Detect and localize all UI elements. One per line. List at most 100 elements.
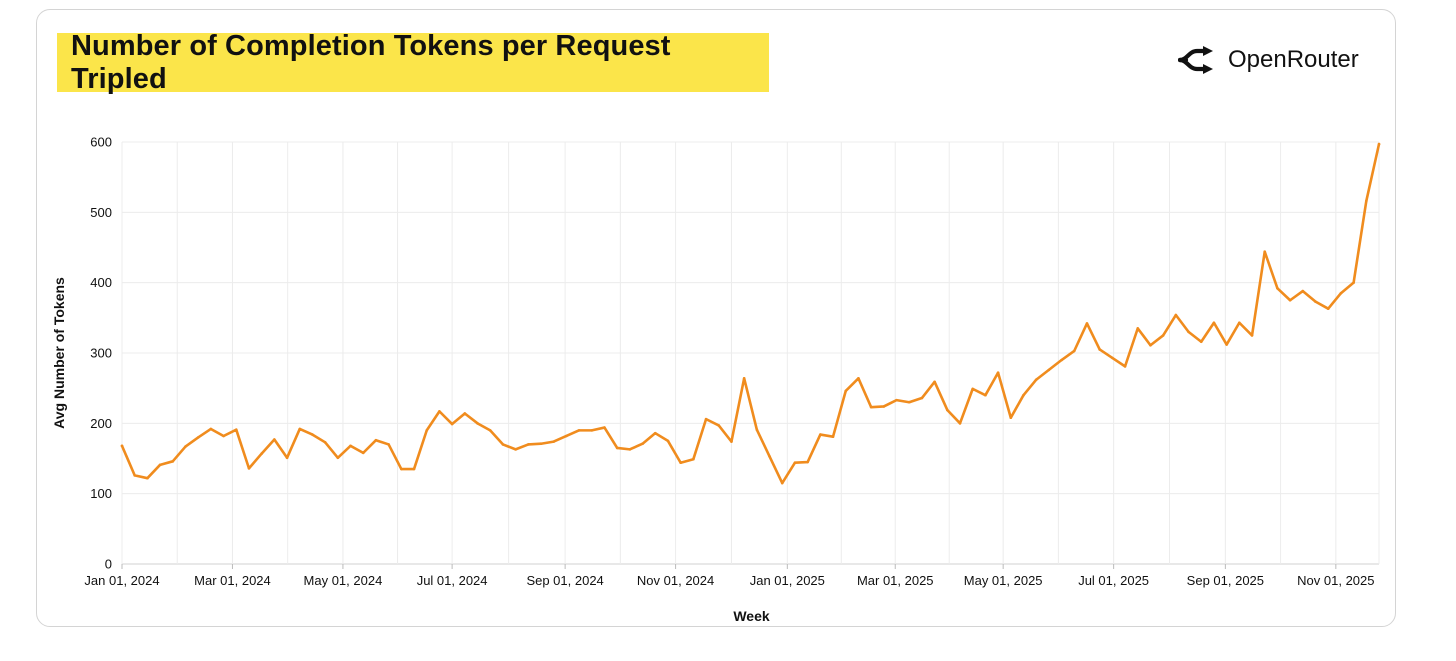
- data-point: [1085, 322, 1089, 325]
- x-tick-label: Nov 01, 2025: [1297, 573, 1374, 588]
- y-tick-label: 300: [90, 346, 112, 361]
- data-point: [768, 455, 771, 458]
- data-point: [527, 443, 530, 446]
- x-tick-label: Mar 01, 2025: [857, 573, 934, 588]
- data-point: [895, 398, 898, 402]
- data-point: [666, 439, 670, 443]
- data-point: [755, 428, 759, 431]
- data-point: [1225, 343, 1228, 346]
- data-point: [615, 446, 619, 450]
- x-tick-label: Sep 01, 2024: [526, 573, 603, 588]
- data-point: [450, 422, 454, 426]
- data-point: [196, 436, 200, 439]
- data-point: [704, 417, 708, 421]
- x-tick-label: Jul 01, 2025: [1078, 573, 1149, 588]
- data-point: [1276, 286, 1279, 290]
- x-tick-label: May 01, 2024: [304, 573, 383, 588]
- data-point: [946, 408, 949, 412]
- chart-title: Number of Completion Tokens per Request …: [71, 29, 671, 95]
- data-point: [577, 429, 581, 432]
- data-point: [1072, 349, 1076, 353]
- y-tick-label: 400: [90, 275, 112, 290]
- data-point: [1098, 348, 1101, 351]
- data-point: [1301, 289, 1305, 293]
- x-tick-label: Jul 01, 2024: [417, 573, 488, 588]
- data-point: [1250, 334, 1254, 337]
- data-point: [1111, 356, 1114, 360]
- data-point: [971, 387, 974, 391]
- data-point: [209, 427, 213, 431]
- data-point: [793, 461, 797, 465]
- data-point: [1326, 307, 1330, 310]
- x-tick-label: Nov 01, 2024: [637, 573, 714, 588]
- data-point: [234, 428, 238, 431]
- data-point: [590, 429, 594, 432]
- data-point: [869, 405, 873, 409]
- data-point: [1009, 416, 1013, 420]
- data-point: [425, 429, 429, 432]
- series-line: [120, 142, 1381, 485]
- data-point: [1199, 340, 1203, 344]
- brand-name: OpenRouter: [1228, 46, 1359, 73]
- x-axis-title: Week: [733, 608, 770, 624]
- data-point: [488, 429, 492, 432]
- data-point: [552, 440, 555, 443]
- data-point: [184, 445, 187, 448]
- data-point: [857, 377, 860, 380]
- openrouter-logo-icon: [1178, 46, 1213, 74]
- data-point: [933, 380, 936, 384]
- data-point: [1123, 365, 1127, 368]
- data-point: [692, 457, 695, 461]
- data-point: [1339, 291, 1343, 295]
- data-point: [780, 481, 784, 485]
- x-tick-label: May 01, 2025: [964, 573, 1043, 588]
- data-point: [1377, 142, 1381, 146]
- data-point: [298, 427, 302, 431]
- data-point: [1352, 281, 1355, 284]
- data-point: [1174, 313, 1178, 317]
- data-point: [742, 377, 746, 380]
- data-point: [120, 444, 124, 448]
- data-point: [412, 467, 416, 471]
- y-tick-label: 600: [90, 135, 112, 150]
- data-point: [1365, 199, 1368, 203]
- data-point: [400, 467, 403, 471]
- data-point: [476, 422, 479, 425]
- data-point: [323, 441, 327, 444]
- data-point: [882, 405, 886, 408]
- data-point: [844, 389, 848, 393]
- data-point: [361, 451, 365, 455]
- data-point: [146, 476, 149, 480]
- data-point: [679, 461, 682, 465]
- data-point: [996, 371, 1000, 374]
- data-point: [819, 433, 822, 436]
- y-tick-label: 100: [90, 486, 112, 501]
- data-point: [1149, 343, 1152, 347]
- data-point: [311, 433, 314, 436]
- x-tick-label: Sep 01, 2025: [1187, 573, 1264, 588]
- data-point: [285, 456, 289, 460]
- data-point: [1047, 368, 1051, 372]
- data-point: [387, 443, 390, 446]
- y-tick-label: 500: [90, 205, 112, 220]
- x-tick-label: Mar 01, 2024: [194, 573, 271, 588]
- data-point: [958, 422, 962, 425]
- data-point: [273, 438, 276, 441]
- data-point: [1161, 334, 1165, 337]
- data-point: [539, 442, 543, 446]
- y-axis-title: Avg Number of Tokens: [51, 277, 67, 429]
- data-point: [1314, 300, 1317, 303]
- title-banner: Number of Completion Tokens per Request …: [57, 30, 769, 95]
- brand: OpenRouter: [1178, 42, 1359, 78]
- data-point: [628, 448, 632, 451]
- data-point: [260, 452, 263, 455]
- data-point: [1288, 298, 1292, 302]
- x-tick-label: Jan 01, 2024: [84, 573, 159, 588]
- data-point: [603, 426, 606, 429]
- data-point: [349, 444, 352, 448]
- data-point: [831, 435, 835, 438]
- data-point: [438, 410, 441, 413]
- data-point: [1263, 250, 1267, 254]
- data-point: [247, 467, 251, 470]
